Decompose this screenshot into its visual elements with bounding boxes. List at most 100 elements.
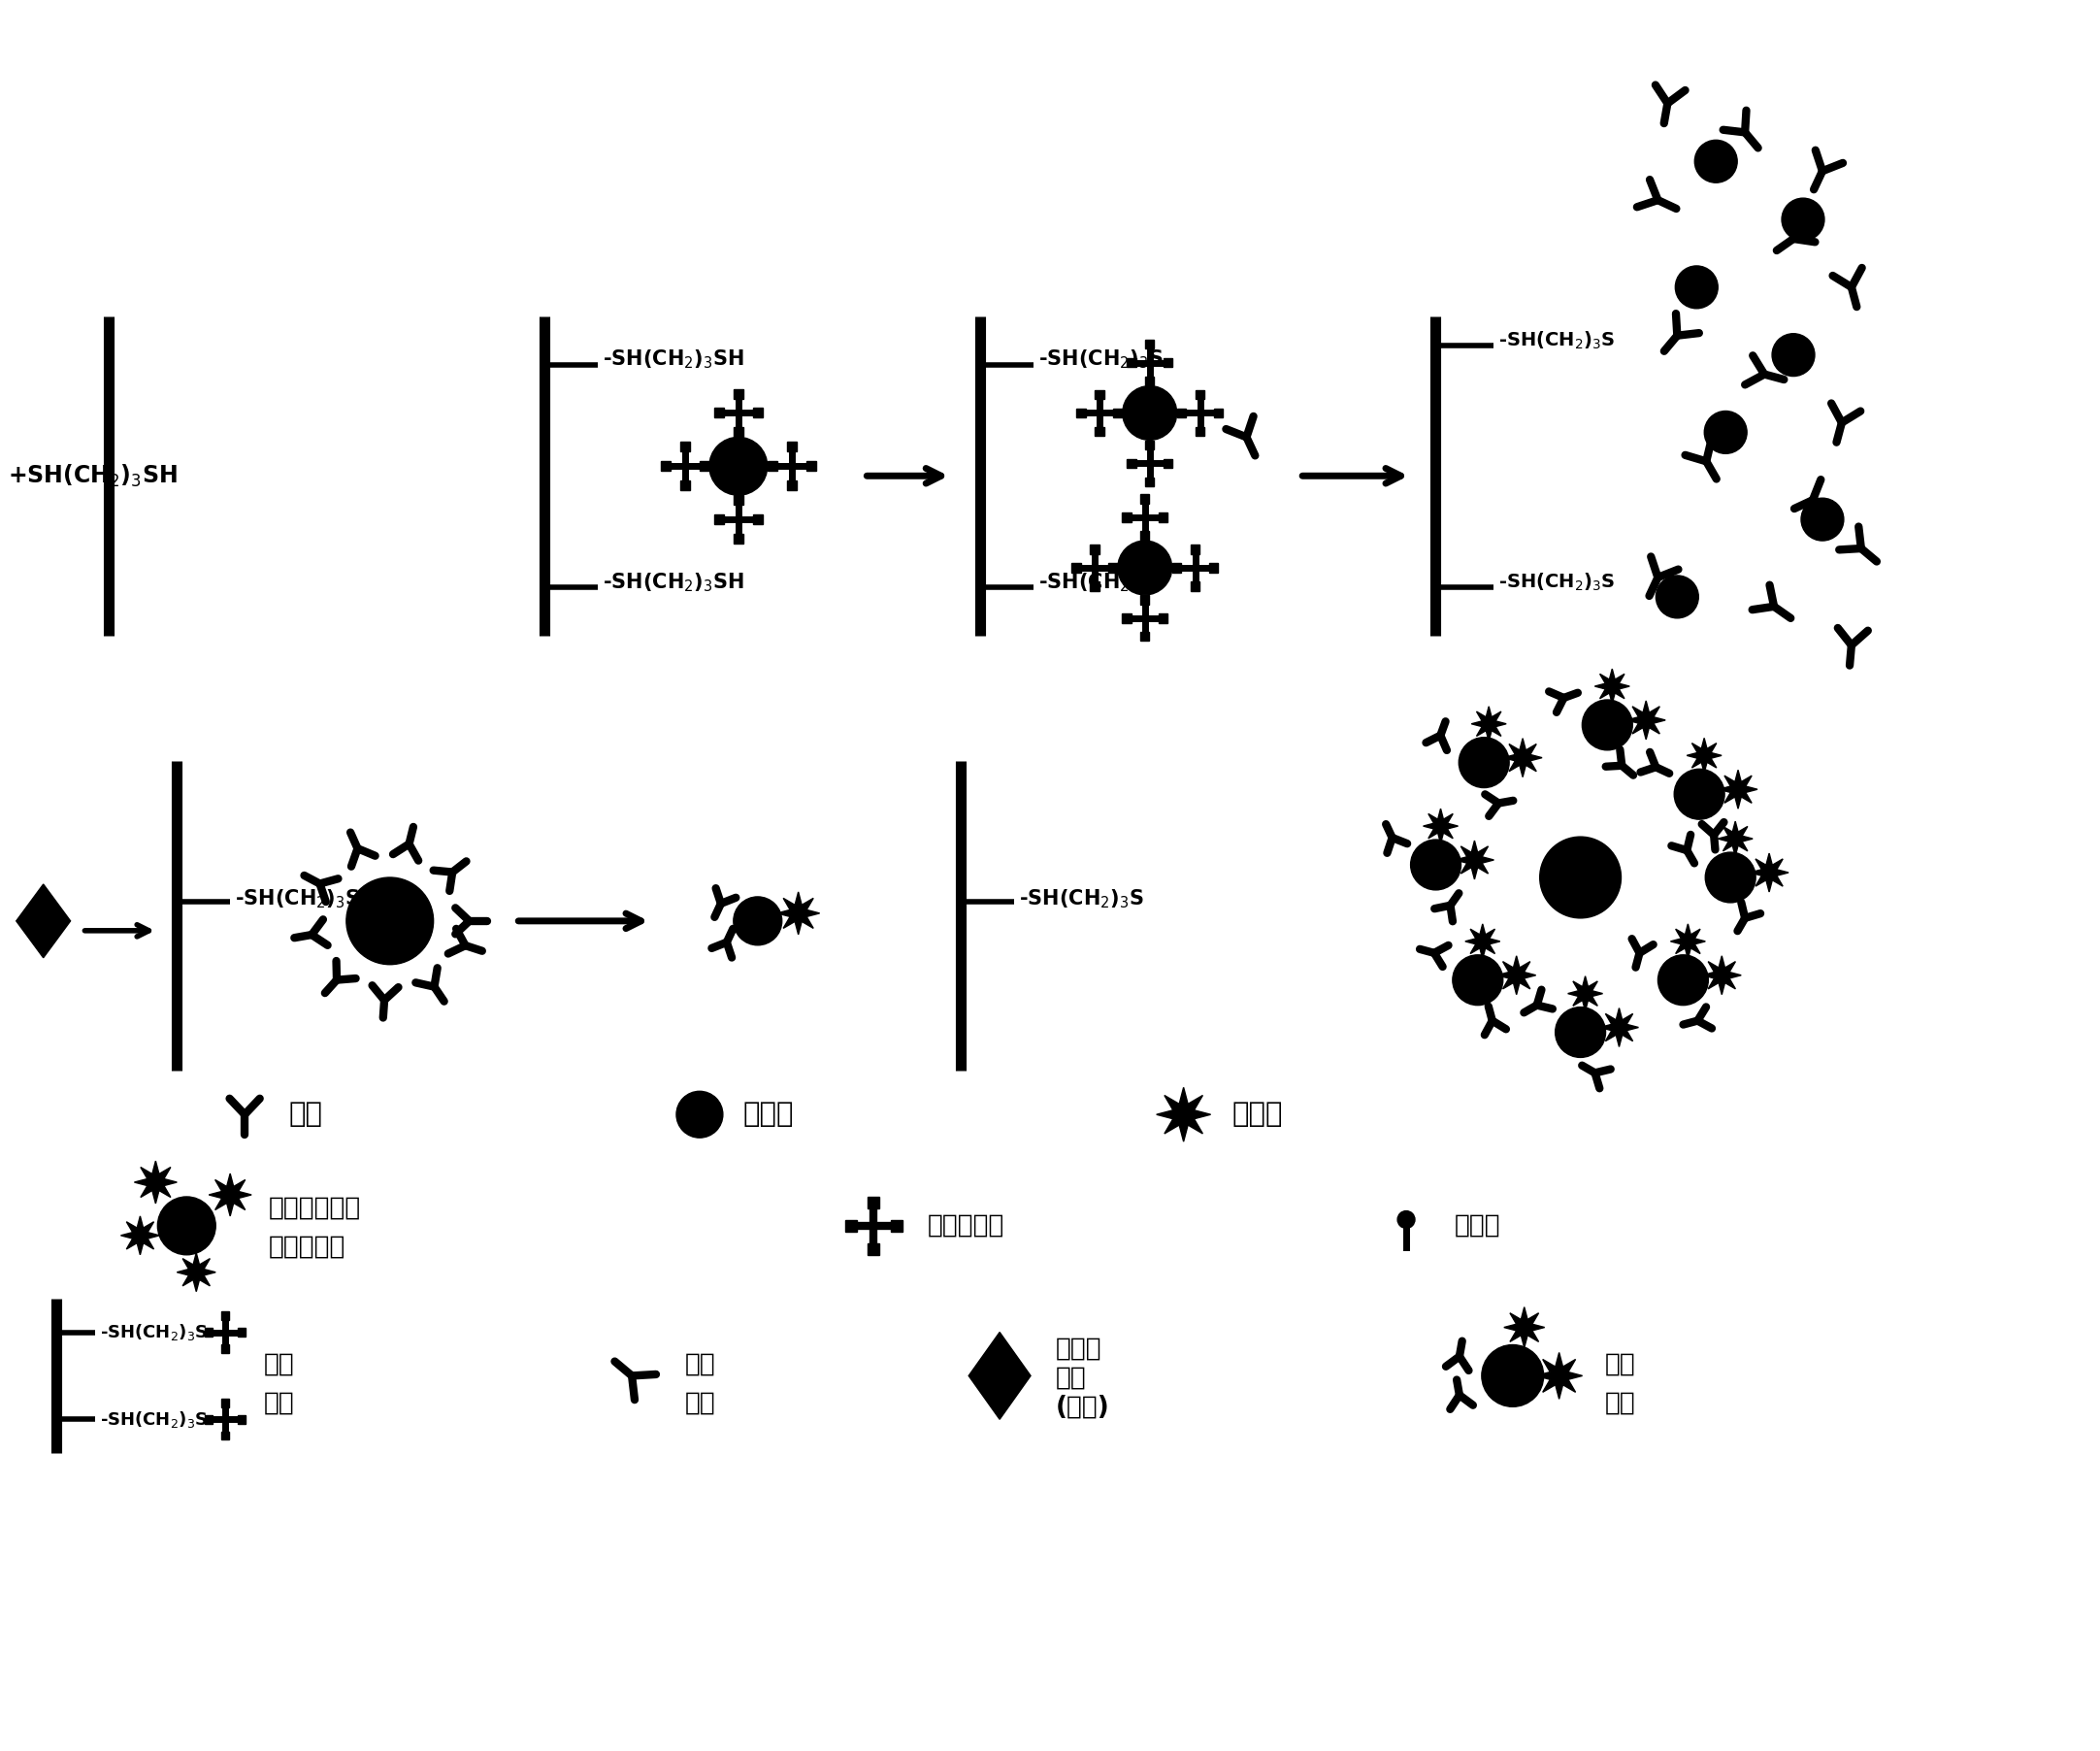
- Bar: [1163, 459, 1172, 468]
- Circle shape: [1705, 853, 1756, 902]
- Polygon shape: [1718, 821, 1753, 856]
- Bar: [867, 1243, 880, 1255]
- Polygon shape: [777, 891, 819, 935]
- Circle shape: [1581, 700, 1632, 749]
- Bar: [206, 1415, 212, 1424]
- Bar: [766, 461, 777, 471]
- Bar: [806, 461, 815, 471]
- Bar: [1140, 494, 1149, 504]
- Bar: [1094, 390, 1105, 399]
- Text: 固相: 固相: [265, 1352, 294, 1376]
- Bar: [1163, 357, 1172, 368]
- Bar: [890, 1220, 903, 1231]
- Circle shape: [710, 438, 766, 496]
- Bar: [1140, 595, 1149, 604]
- Circle shape: [1772, 334, 1814, 376]
- Circle shape: [1453, 954, 1504, 1005]
- Text: 生物素: 生物素: [1455, 1213, 1501, 1238]
- Text: +SH(CH$_2$)$_3$SH: +SH(CH$_2$)$_3$SH: [8, 462, 176, 489]
- Bar: [733, 496, 743, 504]
- Polygon shape: [1424, 809, 1457, 844]
- Bar: [220, 1345, 229, 1354]
- Text: 捕获: 捕获: [685, 1352, 716, 1376]
- Bar: [733, 534, 743, 543]
- Polygon shape: [1466, 925, 1499, 960]
- Text: 合的纳米金: 合的纳米金: [269, 1234, 347, 1259]
- Bar: [1176, 408, 1186, 417]
- Bar: [206, 1327, 212, 1336]
- Circle shape: [1539, 837, 1621, 918]
- Text: 析物: 析物: [1056, 1366, 1086, 1390]
- Text: 载体: 载体: [265, 1390, 294, 1415]
- Text: (抚原): (抚原): [1056, 1394, 1111, 1420]
- Bar: [1172, 564, 1182, 573]
- Polygon shape: [1504, 739, 1541, 777]
- Bar: [220, 1399, 229, 1408]
- Bar: [1140, 632, 1149, 641]
- Text: 抗体: 抗体: [288, 1101, 321, 1128]
- Circle shape: [1781, 198, 1825, 240]
- Text: 分析: 分析: [1604, 1352, 1636, 1376]
- Polygon shape: [1535, 1352, 1583, 1399]
- Text: -SH(CH$_2$)$_3$SH: -SH(CH$_2$)$_3$SH: [603, 571, 743, 594]
- Bar: [680, 482, 691, 490]
- Bar: [1159, 513, 1168, 522]
- Bar: [1090, 545, 1098, 553]
- Polygon shape: [134, 1161, 176, 1203]
- Text: 目标分: 目标分: [1056, 1336, 1102, 1361]
- Bar: [788, 482, 796, 490]
- Bar: [220, 1432, 229, 1439]
- Text: -SH(CH$_2$)$_3$S: -SH(CH$_2$)$_3$S: [1037, 571, 1163, 594]
- Bar: [699, 461, 710, 471]
- Polygon shape: [1497, 956, 1535, 995]
- Bar: [1109, 564, 1117, 573]
- Circle shape: [733, 897, 781, 946]
- Circle shape: [1124, 385, 1176, 440]
- Circle shape: [1705, 411, 1747, 454]
- Polygon shape: [1594, 669, 1630, 704]
- Bar: [733, 427, 743, 438]
- Circle shape: [1802, 497, 1844, 541]
- Bar: [1128, 357, 1136, 368]
- Polygon shape: [1670, 925, 1705, 960]
- Polygon shape: [1749, 853, 1789, 891]
- Text: -SH(CH$_2$)$_3$S: -SH(CH$_2$)$_3$S: [235, 888, 359, 911]
- Polygon shape: [1504, 1306, 1546, 1348]
- Text: 钉霊亲和素: 钉霊亲和素: [926, 1213, 1004, 1238]
- Bar: [844, 1220, 857, 1231]
- Circle shape: [346, 877, 433, 965]
- Circle shape: [1117, 541, 1172, 595]
- Bar: [1144, 476, 1155, 487]
- Bar: [1195, 390, 1205, 399]
- Bar: [1144, 376, 1155, 385]
- Polygon shape: [1628, 700, 1665, 739]
- Polygon shape: [1455, 840, 1493, 879]
- Bar: [1113, 408, 1121, 417]
- Circle shape: [1396, 1212, 1415, 1227]
- Polygon shape: [176, 1254, 216, 1292]
- Text: -SH(CH$_2$)$_3$S: -SH(CH$_2$)$_3$S: [1018, 888, 1144, 911]
- Bar: [1094, 427, 1105, 436]
- Text: 纳米金: 纳米金: [743, 1101, 794, 1128]
- Bar: [1159, 613, 1168, 623]
- Polygon shape: [1157, 1087, 1212, 1142]
- Bar: [1195, 427, 1205, 436]
- Bar: [752, 408, 762, 418]
- Bar: [1191, 545, 1199, 553]
- Circle shape: [1556, 1007, 1606, 1058]
- Bar: [788, 441, 796, 452]
- Bar: [237, 1327, 246, 1336]
- Circle shape: [1411, 840, 1462, 890]
- Bar: [1071, 564, 1082, 573]
- Text: -SH(CH$_2$)$_3$S: -SH(CH$_2$)$_3$S: [1037, 348, 1163, 371]
- Bar: [1214, 408, 1222, 417]
- Bar: [714, 408, 724, 418]
- Text: -SH(CH$_2$)$_3$SH: -SH(CH$_2$)$_3$SH: [603, 348, 743, 371]
- Bar: [733, 389, 743, 399]
- Text: 探针: 探针: [685, 1390, 716, 1415]
- Text: 鲁米诺直接键: 鲁米诺直接键: [269, 1196, 361, 1220]
- Text: -SH(CH$_2$)$_3$S: -SH(CH$_2$)$_3$S: [99, 1410, 208, 1429]
- Bar: [1144, 440, 1155, 450]
- Circle shape: [676, 1091, 722, 1138]
- Bar: [1140, 531, 1149, 541]
